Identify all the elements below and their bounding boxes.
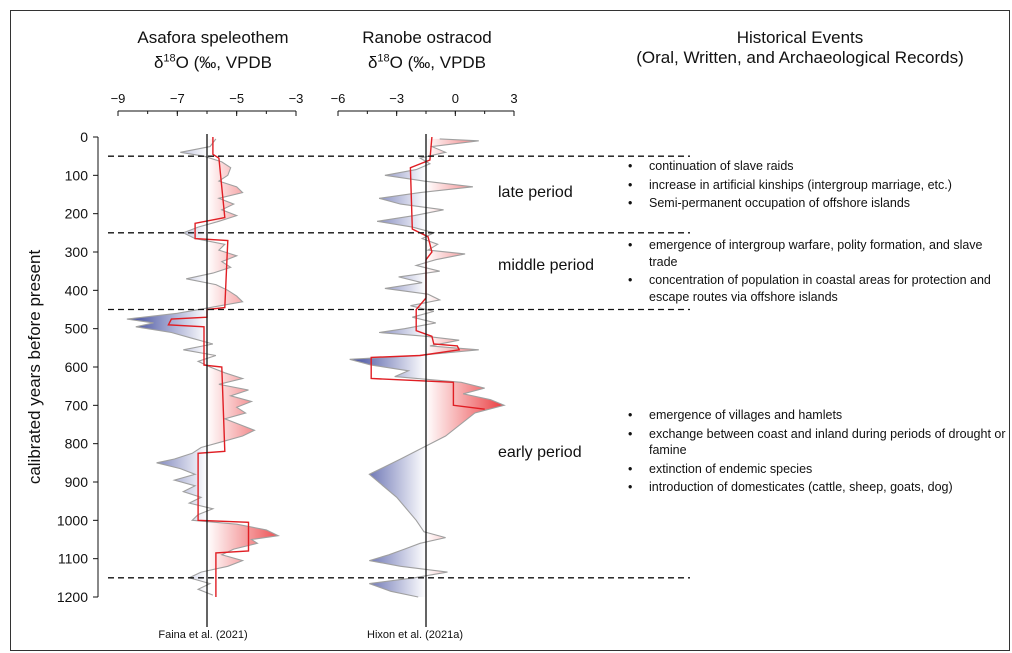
panel-1-title: Asafora speleothem δ18O (‰, VPDB [108,28,318,73]
fills-layer [126,138,505,597]
panel-2-title: Ranobe ostracod δ18O (‰, VPDB [322,28,532,73]
panel-2-area [349,138,505,597]
y-tick-label: 800 [65,436,89,452]
panel-2-x-tick-label: 3 [510,91,517,106]
events-late: • continuation of slave raids • increase i… [626,158,1006,214]
panel-2-series-line [349,138,506,598]
y-tick-label: 700 [65,397,89,413]
y-tick-label: 1100 [58,551,88,567]
y-axis-label: calibrated years before present [25,250,44,485]
events-title-line2: (Oral, Written, and Archaeological Recor… [636,48,964,67]
y-tick-label: 500 [65,321,89,337]
panel-2-x-tick-label: −6 [331,91,346,106]
panel-2-x-tick-label: 0 [452,91,459,106]
event-item: • Semi-permanent occupation of offshore i… [628,196,911,210]
panel-1-x-tick-label: −7 [170,91,185,106]
panel-2-source: Hixon et al. (2021a) [367,629,463,641]
panel-1-mean-line [167,137,250,597]
panel-1-series-line [126,138,281,596]
y-tick-label: 200 [65,206,89,222]
panel-1-x-tick-label: −3 [289,91,304,106]
y-tick-label: 600 [65,359,89,375]
y-tick-label: 100 [65,167,89,183]
event-item: • introduction of domesticates (cattle, s… [628,480,953,494]
y-tick-label: 900 [65,474,89,490]
y-tick-label: 1200 [57,589,88,605]
panel-1-title-line1: Asafora speleothem [137,28,289,47]
y-tick-label: 400 [65,282,89,298]
event-item: • emergence of intergroup warfare, polity… [628,238,983,269]
event-item: • continuation of slave raids [628,159,794,173]
panel-2-x-tick-label: −3 [389,91,404,106]
event-item: • extinction of endemic species [628,461,813,476]
period-label-early: early period [498,444,582,461]
lines-layer [126,136,506,598]
event-item: • emergence of villages and hamlets [628,408,843,422]
period-label-middle: middle period [498,257,595,274]
period-label-late: late period [498,184,573,201]
panel-1-area [126,138,279,596]
events-title: Historical Events (Oral, Written, and Ar… [600,28,1000,68]
panel-1-title-line2: δ18O (‰, VPDB [153,52,273,72]
event-item: • exchange between coast and inland durin… [628,426,1006,458]
events-early: • emergence of villages and hamlets • exch… [626,407,1006,498]
y-tick-label: 1000 [57,512,88,528]
events-middle: • emergence of intergroup warfare, polity… [626,237,1006,307]
y-tick-label: 0 [80,129,88,145]
panel-2-title-line1: Ranobe ostracod [362,28,492,47]
panel-2-title-line2: δ18O (‰, VPDB [367,52,487,72]
event-item: • increase in artificial kinships (interg… [628,177,952,192]
panel-1-source: Faina et al. (2021) [158,629,248,641]
panel-2-mean-line [370,136,485,410]
event-item: • concentration of population in coastal … [628,273,991,304]
panel-1-x-tick-label: −9 [111,91,126,106]
events-title-line1: Historical Events [736,28,864,47]
figure-frame [10,10,1010,651]
axes-layer: −9 −7 −5 −3 −6 −3 0 3 0 100 200 300 400 500 600 700 800 9… [25,91,690,627]
panel-1-x-tick-label: −5 [229,91,244,106]
y-tick-label: 300 [65,244,89,260]
